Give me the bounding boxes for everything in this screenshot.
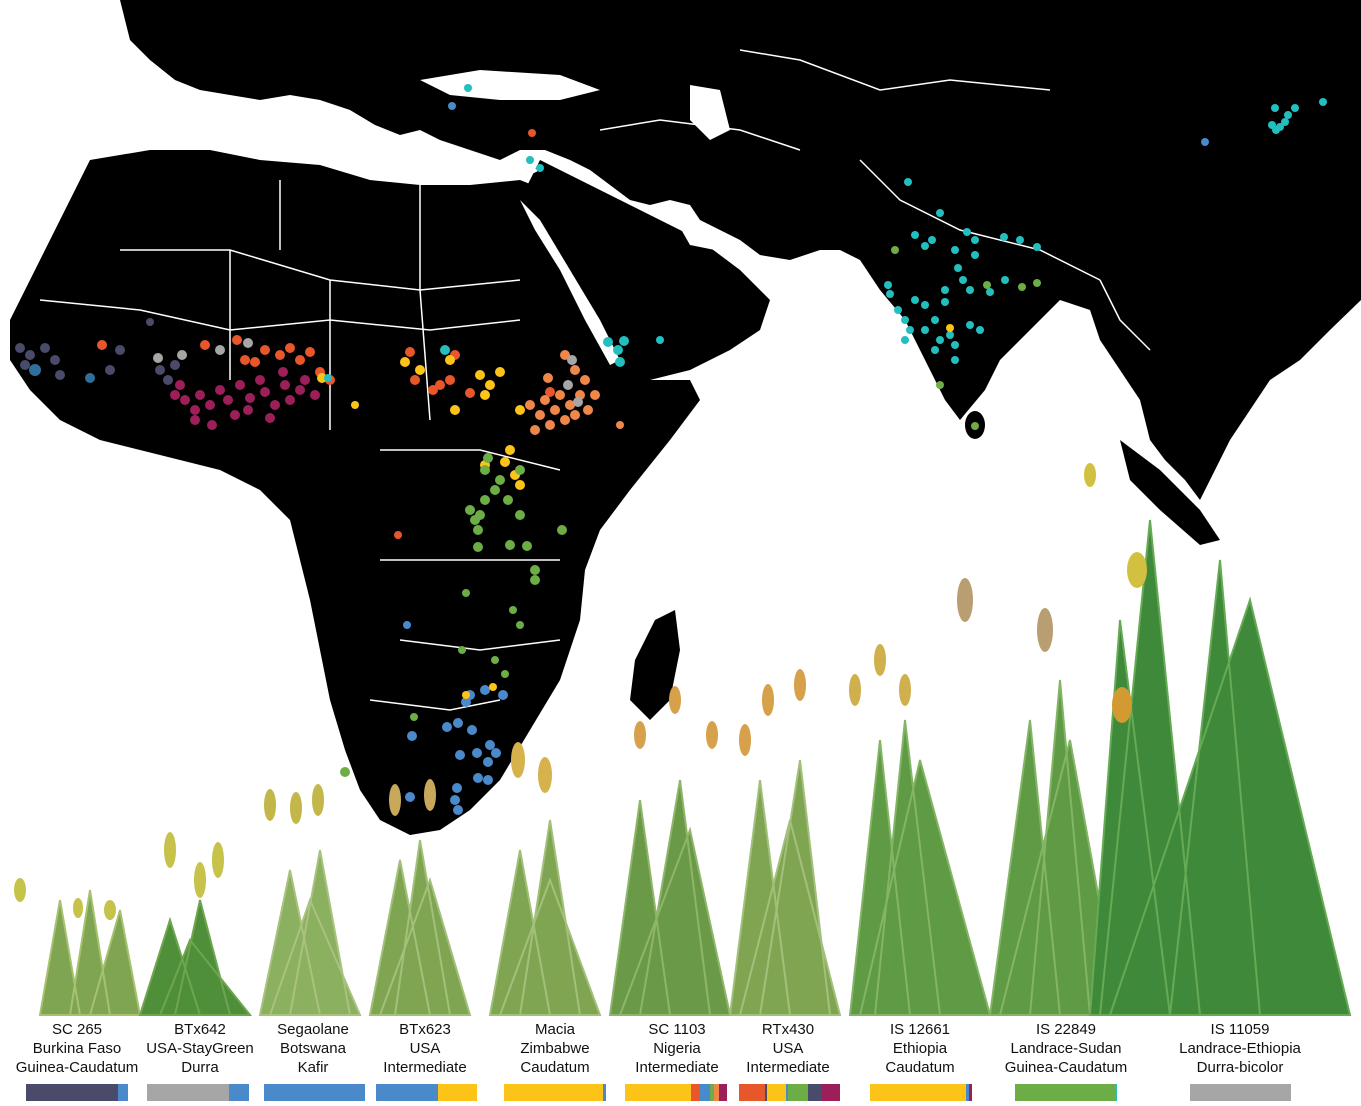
accession-name: IS 11059 [1210,1021,1270,1038]
ancestry-segment-gray [147,1084,229,1101]
accession-race: Caudatum [520,1059,590,1076]
ancestry-segment-blue [264,1084,365,1101]
accession-origin: Burkina Faso [32,1040,122,1057]
accession-label: BTx642 USA-StayGreen Durra [146,1020,254,1077]
land-mass [10,0,1361,835]
accession-label: SC 1103 Nigeria Intermediate [635,1020,718,1077]
ancestry-bar [264,1084,365,1101]
accession-origin: Botswana [280,1040,346,1057]
accession-origin: USA [409,1040,441,1057]
ancestry-segment-blue [965,1084,969,1101]
ancestry-bar [870,1084,972,1101]
accession-race: Guinea-Caudatum [15,1059,139,1076]
accession-label: IS 12661 Ethiopia Caudatum [885,1020,954,1077]
accession-origin: USA [772,1040,804,1057]
ancestry-segment-orange [713,1084,719,1101]
ancestry-segment-green [788,1084,808,1101]
accession-origin: Zimbabwe [520,1040,590,1057]
ancestry-segment-magenta [718,1084,727,1101]
ancestry-segment-blue [117,1084,128,1101]
accession-name: RTx430 [761,1021,815,1038]
ancestry-bar [739,1084,840,1101]
ancestry-bar [147,1084,249,1101]
accession-origin: Landrace-Sudan [1010,1040,1122,1057]
ancestry-segment-navy [26,1084,118,1101]
accession-name: Segaolane [277,1021,349,1038]
accession-race: Intermediate [746,1059,830,1076]
ancestry-segment-yellow [437,1084,477,1101]
ancestry-segment-teal [1114,1084,1117,1101]
seas [160,70,730,365]
ancestry-segment-blue [376,1084,438,1101]
ancestry-segment-orange_red [739,1084,766,1101]
accession-label: SC 265 Burkina Faso Guinea-Caudatum [16,1020,139,1077]
ancestry-segment-yellow [504,1084,603,1101]
accession-label: BTx623 USA Intermediate [383,1020,466,1077]
ancestry-segment-navy [765,1084,768,1101]
ancestry-segment-yellow [767,1084,787,1101]
ancestry-segment-blue [786,1084,789,1101]
ancestry-segment-green [1015,1084,1115,1101]
accession-race: Durra [181,1059,219,1076]
accession-race: Intermediate [383,1059,467,1076]
accession-name: IS 12661 [889,1021,951,1038]
ancestry-segment-blue [228,1084,249,1101]
ancestry-bar [376,1084,477,1101]
accession-origin: Ethiopia [892,1040,948,1057]
ancestry-segment-orange_red [691,1084,700,1101]
accession-name: SC 265 [51,1021,103,1038]
ancestry-bar [26,1084,128,1101]
accession-name: SC 1103 [648,1021,706,1038]
accession-race: Caudatum [885,1059,955,1076]
accession-label: Segaolane Botswana Kafir [277,1020,349,1077]
ancestry-bar [504,1084,606,1101]
ancestry-segment-navy [807,1084,822,1101]
accession-name: BTx623 [399,1021,451,1038]
ancestry-segment-green [709,1084,714,1101]
ancestry-segment-blue [699,1084,710,1101]
ancestry-segment-magenta [968,1084,972,1101]
ancestry-segment-gray [1190,1084,1291,1101]
accession-label: IS 22849 Landrace-Sudan Guinea-Caudatum [1005,1020,1128,1077]
accession-race: Durra-bicolor [1196,1059,1284,1076]
ancestry-segment-yellow [625,1084,692,1101]
ancestry-segment-yellow [870,1084,966,1101]
accession-origin: Landrace-Ethiopia [1179,1040,1301,1057]
accession-label: RTx430 USA Intermediate [746,1020,829,1077]
accession-name: Macia [534,1021,575,1038]
accession-label: IS 11059 Landrace-Ethiopia Durra-bicolor [1179,1020,1301,1077]
ancestry-bar [1015,1084,1117,1101]
accession-name: IS 22849 [1035,1021,1097,1038]
accession-origin: Nigeria [653,1040,701,1057]
accession-race: Kafir [297,1059,329,1076]
ancestry-bar [1190,1084,1291,1101]
accession-label: Macia Zimbabwe Caudatum [520,1020,589,1077]
ancestry-pie-points [15,84,1327,815]
country-borders [39,49,1151,711]
distribution-map [10,0,1361,835]
ancestry-segment-magenta [821,1084,840,1101]
ancestry-bar [625,1084,727,1101]
accession-name: BTx642 [174,1021,226,1038]
accession-race: Guinea-Caudatum [1004,1059,1128,1076]
accession-origin: USA-StayGreen [146,1040,254,1057]
ancestry-segment-blue [602,1084,606,1101]
accession-race: Intermediate [635,1059,719,1076]
